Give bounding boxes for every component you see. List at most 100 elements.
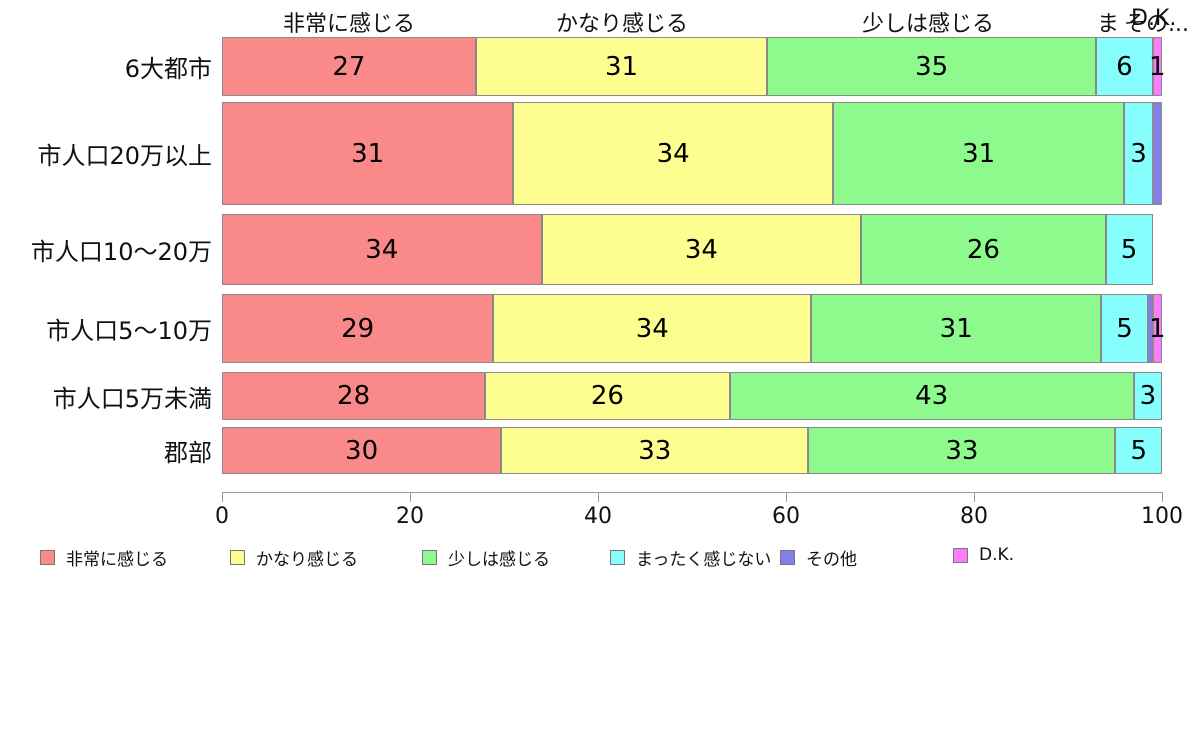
segment-value-label: 3 xyxy=(1130,138,1147,169)
x-tick xyxy=(1162,492,1163,502)
bar-segment: 3 xyxy=(1133,372,1162,420)
segment-value-label: 31 xyxy=(962,138,996,169)
column-header: D.K. xyxy=(1131,6,1177,31)
bar-segment: 33 xyxy=(501,427,809,474)
segment-value-label: 27 xyxy=(332,51,366,82)
x-tick xyxy=(974,492,975,502)
segment-value-label: 34 xyxy=(635,313,669,344)
segment-value-label: 34 xyxy=(365,234,399,265)
category-label: 市人口5〜10万 xyxy=(46,317,212,345)
column-headers: 非常に感じる かなり感じる 少しは感じる まその... D.K. xyxy=(0,0,1188,36)
legend-item: 非常に感じる xyxy=(40,545,168,570)
segment-value-label: 31 xyxy=(604,51,639,82)
x-tick xyxy=(222,492,223,502)
column-header: ま xyxy=(1097,12,1120,36)
bar-segment: 26 xyxy=(485,372,730,420)
legend-swatch xyxy=(953,547,968,563)
legend-label: かなり感じる xyxy=(256,550,358,570)
segment-value-label: 31 xyxy=(939,313,973,344)
column-header: 少しは感じる xyxy=(861,12,995,36)
legend-label: 非常に感じる xyxy=(66,550,168,570)
bar-segment: 5 xyxy=(1115,427,1162,474)
legend-label: まったく感じない xyxy=(636,550,772,570)
category-label: 6大都市 xyxy=(124,55,212,83)
bar-segment: 26 xyxy=(861,214,1106,285)
category-label: 市人口5万未満 xyxy=(52,384,212,413)
bar-row: 29 34 31 5 1 xyxy=(222,294,1166,363)
bar-segment: 28 xyxy=(222,372,486,420)
segment-value-label: 5 xyxy=(1130,435,1147,466)
segment-value-label: 34 xyxy=(656,138,690,169)
segment-value-label: 5 xyxy=(1116,313,1133,344)
bar-segment: 31 xyxy=(832,102,1125,205)
x-tick-label: 80 xyxy=(960,504,988,529)
segment-value-label: 33 xyxy=(638,435,672,466)
bar-row: 28 26 43 3 xyxy=(222,372,1162,420)
bar-segment xyxy=(1152,102,1162,205)
x-tick xyxy=(786,492,787,502)
bar-segment: 1 xyxy=(1149,37,1166,96)
bar-segment: 33 xyxy=(808,427,1116,474)
x-tick-label: 60 xyxy=(772,504,800,529)
bar-segment: 34 xyxy=(493,294,812,363)
legend-swatch xyxy=(780,550,795,565)
bar-row: 27 31 35 6 1 xyxy=(222,37,1166,96)
bar-segment: 27 xyxy=(222,37,476,96)
bar-segment: 30 xyxy=(222,427,502,474)
segment-value-label: 35 xyxy=(915,51,949,82)
bar-segment: 34 xyxy=(513,102,833,205)
bar-segment: 31 xyxy=(222,102,514,205)
bar-segment: 5 xyxy=(1105,214,1153,285)
segment-value-label: 26 xyxy=(590,381,624,411)
legend-item: 少しは感じる xyxy=(422,545,550,570)
bar-segment: 31 xyxy=(475,37,768,96)
column-header: かなり感じる xyxy=(555,12,689,36)
bar-segment xyxy=(1147,294,1153,363)
legend-item: かなり感じる xyxy=(230,545,358,570)
x-tick xyxy=(410,492,411,502)
bar-row: 31 34 31 3 xyxy=(222,102,1162,205)
legend-item: まったく感じない xyxy=(610,545,771,570)
segment-value-label: 26 xyxy=(966,234,1000,265)
legend-label: D.K. xyxy=(979,545,1015,565)
segment-value-label: 30 xyxy=(345,435,379,466)
bar-segment: 5 xyxy=(1101,294,1148,363)
bar-segment: 31 xyxy=(811,294,1102,363)
bar-segment: 34 xyxy=(222,214,542,285)
bar-segment: 35 xyxy=(767,37,1097,96)
bar-row: 30 33 33 5 xyxy=(222,427,1162,474)
x-tick xyxy=(598,492,599,502)
category-label: 市人口20万以上 xyxy=(37,142,212,170)
legend-swatch xyxy=(610,550,625,565)
segment-value-label: 43 xyxy=(915,381,949,411)
x-tick-label: 0 xyxy=(215,504,229,529)
x-tick-label: 100 xyxy=(1141,504,1183,529)
bar-segment: 43 xyxy=(729,372,1134,420)
bar-segment: 1 xyxy=(1149,294,1166,363)
segment-value-label: 1 xyxy=(1149,313,1166,344)
segment-value-label: 3 xyxy=(1139,381,1157,411)
legend-item: その他 xyxy=(780,545,857,570)
legend-swatch xyxy=(230,550,245,565)
bar-row: 34 34 26 5 xyxy=(222,214,1153,285)
x-axis-line xyxy=(222,492,1163,493)
segment-value-label: 31 xyxy=(351,138,385,169)
column-header: 非常に感じる xyxy=(282,12,416,36)
segment-value-label: 29 xyxy=(341,313,375,344)
x-tick-label: 40 xyxy=(584,504,612,529)
legend-swatch xyxy=(40,550,55,565)
segment-value-label: 33 xyxy=(945,435,979,466)
legend-item: D.K. xyxy=(953,545,1014,565)
category-label: 市人口10〜20万 xyxy=(30,238,212,266)
bar-segment: 6 xyxy=(1096,37,1153,96)
legend-label: その他 xyxy=(806,550,857,570)
segment-value-label: 1 xyxy=(1149,51,1166,82)
legend-swatch xyxy=(422,550,437,565)
segment-value-label: 6 xyxy=(1116,51,1133,82)
bar-segment: 3 xyxy=(1124,102,1153,205)
category-label: 郡部 xyxy=(164,439,212,467)
bar-segment: 29 xyxy=(222,294,494,363)
column-header: その... xyxy=(1124,12,1188,36)
segment-value-label: 28 xyxy=(337,381,371,411)
